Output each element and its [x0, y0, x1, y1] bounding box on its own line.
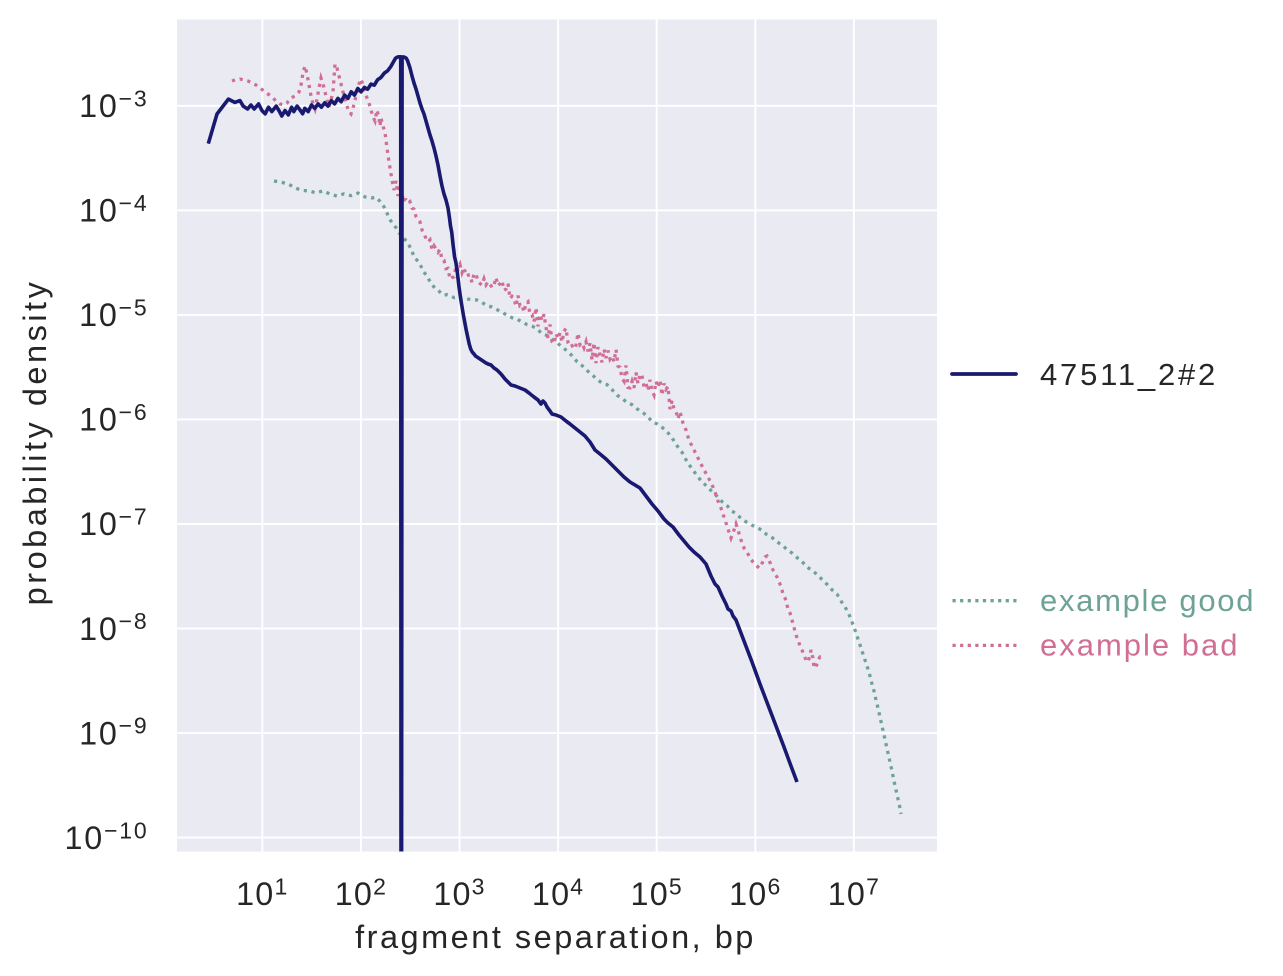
svg-text:example good: example good — [1040, 583, 1255, 618]
svg-text:example bad: example bad — [1040, 628, 1240, 663]
svg-text:10−9: 10−9 — [79, 713, 148, 752]
svg-text:probability density: probability density — [17, 279, 53, 606]
svg-text:107: 107 — [828, 873, 880, 912]
svg-text:fragment separation, bp: fragment separation, bp — [355, 919, 756, 955]
svg-text:47511_2#2: 47511_2#2 — [1040, 357, 1218, 392]
svg-text:10−7: 10−7 — [79, 504, 148, 543]
svg-text:106: 106 — [729, 873, 781, 912]
